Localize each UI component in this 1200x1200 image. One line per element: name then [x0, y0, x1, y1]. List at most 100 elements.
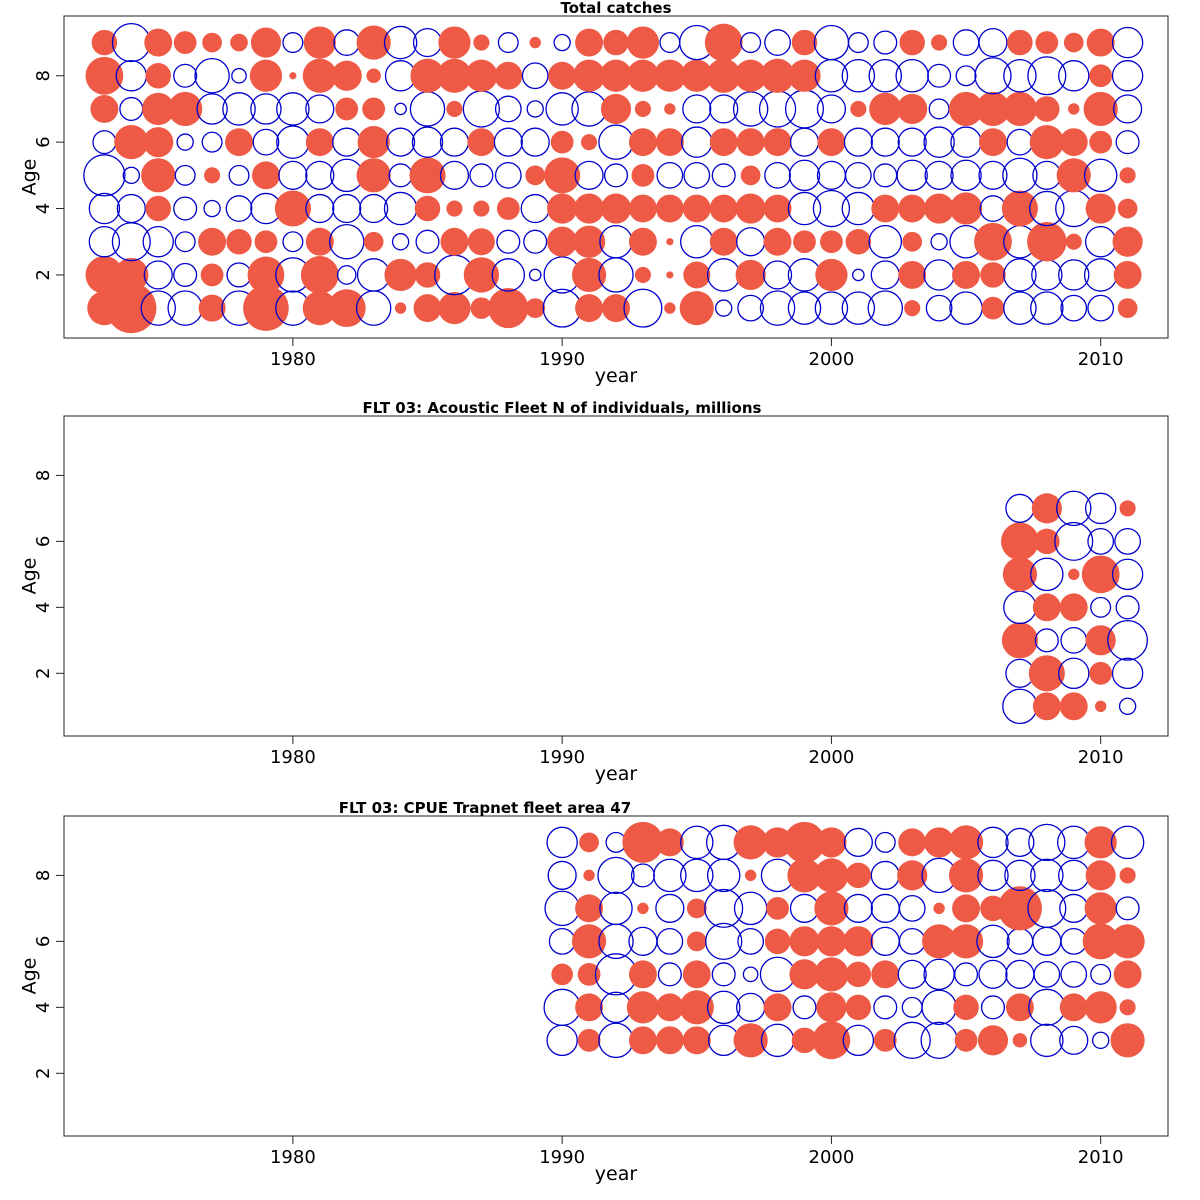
bubble-positive	[898, 194, 927, 223]
bubble-positive	[144, 28, 173, 57]
bubble-negative	[923, 958, 955, 991]
bubble-positive	[952, 894, 981, 923]
bubble-negative	[1090, 963, 1112, 985]
bubble-negative	[898, 927, 926, 955]
bubble-positive	[1059, 692, 1088, 721]
bubble-positive	[628, 227, 657, 256]
bubble-negative	[88, 192, 121, 225]
bubble-negative	[469, 163, 494, 188]
bubble-negative	[733, 891, 768, 926]
bubble-negative	[332, 127, 362, 157]
bubble-negative	[520, 127, 550, 157]
bubble-positive	[141, 158, 176, 193]
bubble-positive	[1084, 991, 1117, 1024]
bubble-positive	[446, 200, 463, 217]
bubble-negative	[623, 288, 663, 328]
bubble-negative	[978, 959, 1008, 989]
bubble-negative	[383, 191, 418, 226]
bubble-positive	[871, 194, 900, 223]
bubble-negative	[1087, 294, 1115, 322]
bubble-positive	[655, 993, 684, 1022]
bubble-positive	[948, 858, 984, 893]
bubble-positive	[463, 257, 500, 293]
bubble-positive	[114, 257, 149, 293]
bubble-positive	[467, 228, 495, 256]
bubble-positive	[1029, 125, 1064, 160]
bubble-positive	[602, 294, 630, 323]
bubble-positive	[362, 97, 386, 121]
bubble-negative	[1030, 557, 1064, 592]
bubble-positive	[740, 165, 761, 186]
bubble-negative	[494, 161, 522, 189]
bubble-negative	[1083, 158, 1118, 193]
bubble-positive	[686, 898, 707, 919]
bubble-positive	[142, 92, 175, 126]
bubble-negative	[1030, 291, 1064, 325]
bubble-negative	[439, 160, 470, 190]
bubble-negative	[544, 890, 580, 927]
bubble-negative	[462, 90, 501, 128]
bubble-positive	[249, 59, 283, 92]
bubble-positive	[305, 227, 334, 256]
bubble-negative	[278, 160, 308, 190]
bubble-positive	[274, 190, 311, 227]
bubble-negative	[841, 191, 876, 226]
bubble-positive	[816, 827, 847, 858]
bubble-negative	[88, 226, 121, 258]
bubble-positive	[1028, 655, 1065, 692]
bubble-negative	[1003, 291, 1037, 325]
bubble-negative	[1111, 60, 1144, 92]
bubble-positive	[202, 32, 222, 53]
bubble-positive	[1007, 29, 1033, 56]
bubble-positive	[1089, 661, 1113, 685]
bubble-negative	[873, 30, 898, 55]
bubble-negative	[225, 195, 253, 222]
bubble-positive	[467, 128, 496, 157]
bubble-negative	[1005, 493, 1035, 523]
y-tick-label: 8	[33, 70, 54, 81]
bubble-positive	[289, 72, 297, 80]
bubble-positive	[1119, 999, 1136, 1016]
bubble-negative	[359, 193, 389, 224]
bubble-negative	[1056, 490, 1092, 527]
y-tick-label: 6	[33, 936, 54, 947]
bubble-negative	[1118, 697, 1137, 716]
bubble-negative	[923, 259, 955, 291]
bubble-positive	[704, 23, 743, 62]
bubble-positive	[734, 59, 767, 92]
bubble-positive	[948, 825, 984, 860]
bubble-negative	[92, 130, 117, 155]
bubble-negative	[282, 32, 304, 54]
bubble-positive	[820, 230, 843, 254]
bubble-negative	[870, 260, 900, 290]
bubble-negative	[683, 161, 711, 189]
bubble-positive	[575, 894, 604, 923]
bubble-positive	[709, 227, 738, 256]
bubble-negative	[740, 32, 762, 54]
bubble-negative	[521, 62, 549, 90]
bubble-negative	[978, 27, 1008, 58]
bubble-positive	[409, 157, 446, 194]
bubble-negative	[870, 860, 900, 890]
bubble-negative	[847, 32, 869, 54]
bubble-negative	[497, 32, 519, 54]
bubble-negative	[332, 193, 362, 224]
bubble-positive	[384, 258, 417, 292]
y-axis-label: Age	[19, 159, 41, 196]
bubble-negative	[788, 159, 821, 192]
bubble-negative	[843, 827, 873, 857]
bubble-positive	[1119, 867, 1136, 884]
bubble-positive	[981, 296, 1005, 320]
bubble-positive	[760, 58, 795, 93]
bubble-positive	[1002, 91, 1037, 127]
bubble-negative	[893, 1021, 931, 1059]
bubble-negative	[83, 154, 126, 197]
bubble-positive	[300, 256, 339, 294]
chart-panel-3: FLT 03: CPUE Trapnet fleet area 47 1980 19…	[19, 799, 1169, 1185]
bubble-negative	[523, 229, 548, 254]
chart-title: FLT 03: CPUE Trapnet fleet area 47	[339, 799, 631, 817]
bubble-negative	[545, 92, 579, 126]
bubble-positive	[787, 858, 822, 893]
bubble-negative	[116, 193, 146, 224]
bubble-negative	[1002, 157, 1038, 194]
